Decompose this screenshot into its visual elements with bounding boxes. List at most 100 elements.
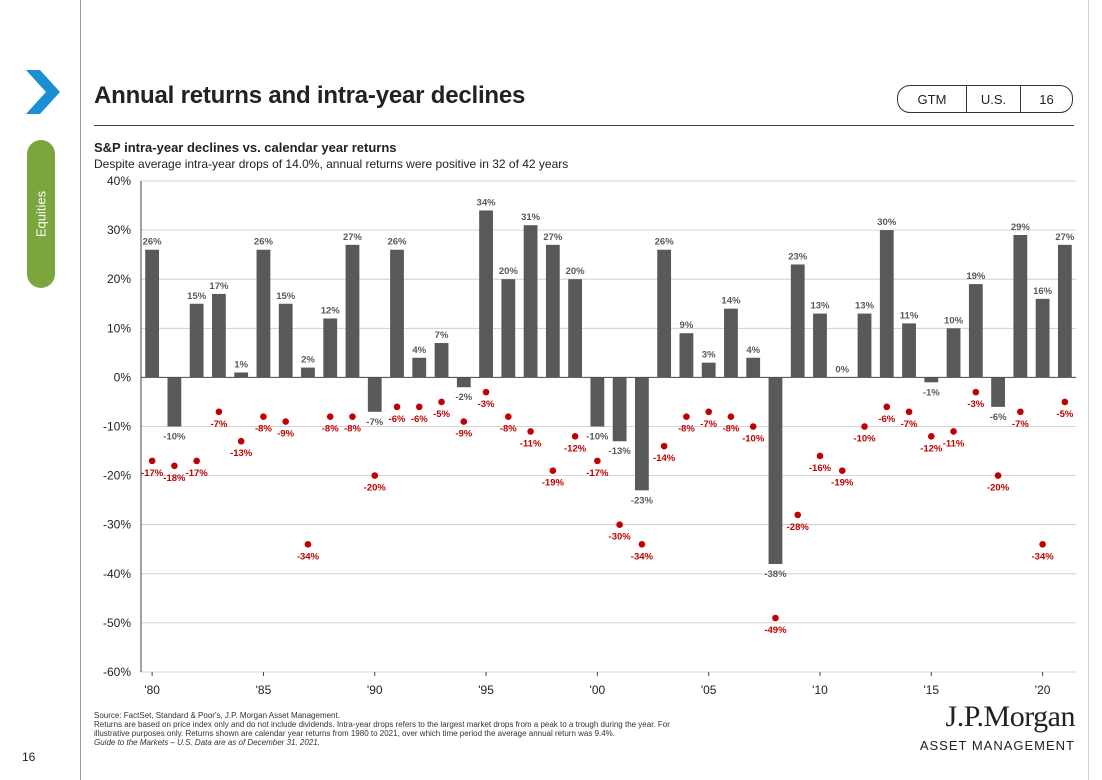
bar-annual-return xyxy=(968,284,983,378)
decline-label: -8% xyxy=(344,424,361,435)
y-tick-label: 10% xyxy=(107,321,131,335)
decline-dot xyxy=(616,521,623,528)
decline-dot xyxy=(527,428,534,435)
bar-label: 26% xyxy=(254,237,274,248)
decline-dot xyxy=(705,408,712,416)
decline-label: -17% xyxy=(186,468,209,479)
page-number: 16 xyxy=(22,750,36,764)
decline-dot xyxy=(816,452,824,460)
decline-label: -3% xyxy=(478,399,495,410)
bar-annual-return xyxy=(724,308,738,378)
bar-annual-return xyxy=(456,377,471,388)
decline-dot xyxy=(1017,408,1024,416)
bar-annual-return xyxy=(167,377,182,427)
bar-annual-return xyxy=(234,372,249,378)
decline-dot xyxy=(794,511,802,519)
decline-label: -9% xyxy=(277,429,294,440)
decline-label: -20% xyxy=(987,483,1010,494)
bar-label: 7% xyxy=(435,330,449,341)
decline-label: -8% xyxy=(255,424,272,435)
bar-annual-return xyxy=(323,318,338,378)
bar-label: 20% xyxy=(499,266,519,277)
decline-dot xyxy=(549,467,557,474)
y-tick-label: 0% xyxy=(114,370,132,384)
bar-label: 29% xyxy=(1011,222,1031,233)
bar-annual-return xyxy=(1013,235,1028,378)
x-tick-label: '80 xyxy=(144,683,160,697)
page-title: Annual returns and intra-year declines xyxy=(94,82,526,109)
decline-label: -8% xyxy=(500,424,517,435)
decline-label: -7% xyxy=(901,419,918,430)
bar-annual-return xyxy=(612,377,627,442)
decline-dot xyxy=(950,428,957,435)
bar-annual-return xyxy=(1057,244,1072,378)
decline-dot xyxy=(237,437,245,445)
bar-annual-return xyxy=(857,313,872,378)
bar-label: 13% xyxy=(855,301,875,312)
chevron-right-icon xyxy=(26,70,60,114)
x-tick-label: '90 xyxy=(367,683,383,697)
decline-dot xyxy=(883,403,891,411)
decline-label: -16% xyxy=(809,463,832,474)
decline-label: -11% xyxy=(943,438,965,449)
bar-annual-return xyxy=(790,264,805,378)
bar-annual-return xyxy=(412,357,427,378)
bar-label: 26% xyxy=(655,237,675,248)
bar-label: -38% xyxy=(764,569,787,580)
decline-label: -28% xyxy=(787,522,810,533)
x-tick-label: '15 xyxy=(923,683,939,697)
chart-subtitle: Despite average intra-year drops of 14.0… xyxy=(94,157,569,171)
footnote-guide: Guide to the Markets – U.S. Data are as … xyxy=(94,738,320,747)
left-divider xyxy=(80,0,81,780)
bar-annual-return xyxy=(479,210,493,378)
footnote: Source: FactSet, Standard & Poor's, J.P.… xyxy=(94,711,884,747)
bar-label: 13% xyxy=(810,301,830,312)
bar-label: 16% xyxy=(1033,286,1053,297)
bar-annual-return xyxy=(501,279,516,378)
decline-dot xyxy=(282,418,290,425)
badge-region: U.S. xyxy=(967,86,1021,112)
decline-label: -34% xyxy=(297,551,320,562)
decline-dot xyxy=(349,413,356,420)
decline-dot xyxy=(749,423,757,430)
badge-gtm: GTM xyxy=(898,86,967,112)
decline-dot xyxy=(1061,398,1069,406)
decline-dot xyxy=(482,388,490,396)
bar-annual-return xyxy=(345,244,360,378)
decline-dot xyxy=(215,408,223,416)
bar-label: 27% xyxy=(1055,232,1075,243)
bar-label: 10% xyxy=(944,315,964,326)
bar-label: 26% xyxy=(143,237,163,248)
bar-label: -10% xyxy=(163,432,186,443)
bar-annual-return xyxy=(813,313,827,378)
bar-label: 9% xyxy=(680,320,694,331)
decline-dot xyxy=(171,462,178,470)
bar-label: 34% xyxy=(477,197,497,208)
bar-annual-return xyxy=(768,377,783,564)
section-tab-equities[interactable]: Equities xyxy=(27,140,55,288)
bar-label: 26% xyxy=(388,237,408,248)
decline-dot xyxy=(861,423,868,430)
decline-dot xyxy=(838,467,846,474)
bar-annual-return xyxy=(212,293,226,378)
decline-label: -17% xyxy=(141,468,164,479)
decline-label: -6% xyxy=(389,414,406,425)
decline-dot xyxy=(505,413,512,420)
bar-label: 17% xyxy=(209,281,229,292)
bar-annual-return xyxy=(991,377,1005,407)
bar-annual-return xyxy=(256,249,271,378)
jpmorgan-logo: J.P.Morgan ASSET MANAGEMENT xyxy=(900,700,1076,753)
bar-label: -2% xyxy=(455,392,472,403)
decline-dot xyxy=(905,408,913,416)
decline-dot xyxy=(393,403,401,411)
decline-dot xyxy=(772,614,779,622)
decline-dot xyxy=(326,413,334,420)
bar-annual-return xyxy=(946,328,961,378)
bar-annual-return xyxy=(1035,298,1050,378)
decline-label: -11% xyxy=(520,438,542,449)
decline-label: -8% xyxy=(722,424,739,435)
bar-label: 4% xyxy=(746,345,760,356)
bar-annual-return xyxy=(657,249,672,378)
decline-label: -9% xyxy=(455,429,472,440)
